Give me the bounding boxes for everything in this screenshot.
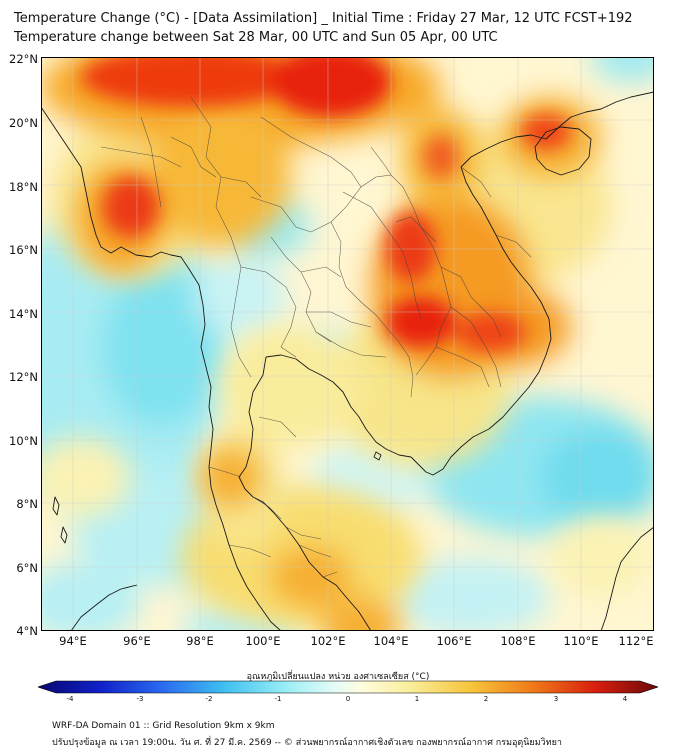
colorbar (38, 680, 658, 694)
admin-borders (100, 96, 532, 578)
lon-label-106e: 106°E (436, 634, 472, 648)
lat-label-20n: 20°N (9, 116, 38, 130)
lat-label-16n: 16°N (9, 243, 38, 257)
lon-label-102e: 102°E (310, 634, 346, 648)
lon-label-108e: 108°E (500, 634, 536, 648)
colorbar-tick-0: 0 (345, 695, 351, 703)
lon-label-96e: 96°E (123, 634, 151, 648)
lat-label-6n: 6°N (16, 561, 38, 575)
colorbar-tick-minus4: -4 (66, 695, 74, 703)
lat-label-4n: 4°N (16, 624, 38, 638)
colorbar-title: อุณหภูมิเปลี่ยนแปลง หน่วย องศาเซลเซียส (… (246, 672, 430, 682)
temperature-map (41, 57, 654, 631)
lon-label-100e: 100°E (245, 634, 281, 648)
lat-label-12n: 12°N (9, 370, 38, 384)
colorbar-tick-2: 2 (483, 695, 489, 703)
footer-credit: ปรับปรุงข้อมูล ณ เวลา 19:00น. วัน ศ. ที่… (52, 738, 562, 748)
map-canvas (41, 57, 654, 631)
map-frame (41, 57, 654, 631)
coastlines (41, 91, 654, 631)
chart-subtitle: Temperature change between Sat 28 Mar, 0… (14, 30, 498, 45)
graticule (41, 57, 654, 631)
lon-label-94e: 94°E (59, 634, 87, 648)
lat-label-22n: 22°N (9, 52, 38, 66)
colorbar-gradient (38, 680, 658, 694)
colorbar-tick-1: 1 (414, 695, 420, 703)
lat-label-18n: 18°N (9, 180, 38, 194)
lon-label-104e: 104°E (373, 634, 409, 648)
colorbar-tick-minus1: -1 (274, 695, 282, 703)
colorbar-tick-4: 4 (622, 695, 628, 703)
colorbar-tick-minus2: -2 (205, 695, 213, 703)
lon-label-110e: 110°E (563, 634, 599, 648)
colorbar-tick-minus3: -3 (136, 695, 144, 703)
lat-label-10n: 10°N (9, 434, 38, 448)
lon-label-98e: 98°E (186, 634, 214, 648)
lat-label-8n: 8°N (16, 497, 38, 511)
lon-label-112e: 112°E (618, 634, 654, 648)
footer-model-info: WRF-DA Domain 01 :: Grid Resolution 9km … (52, 721, 275, 731)
chart-title: Temperature Change (°C) - [Data Assimila… (14, 11, 633, 26)
lat-label-14n: 14°N (9, 307, 38, 321)
colorbar-tick-3: 3 (553, 695, 559, 703)
